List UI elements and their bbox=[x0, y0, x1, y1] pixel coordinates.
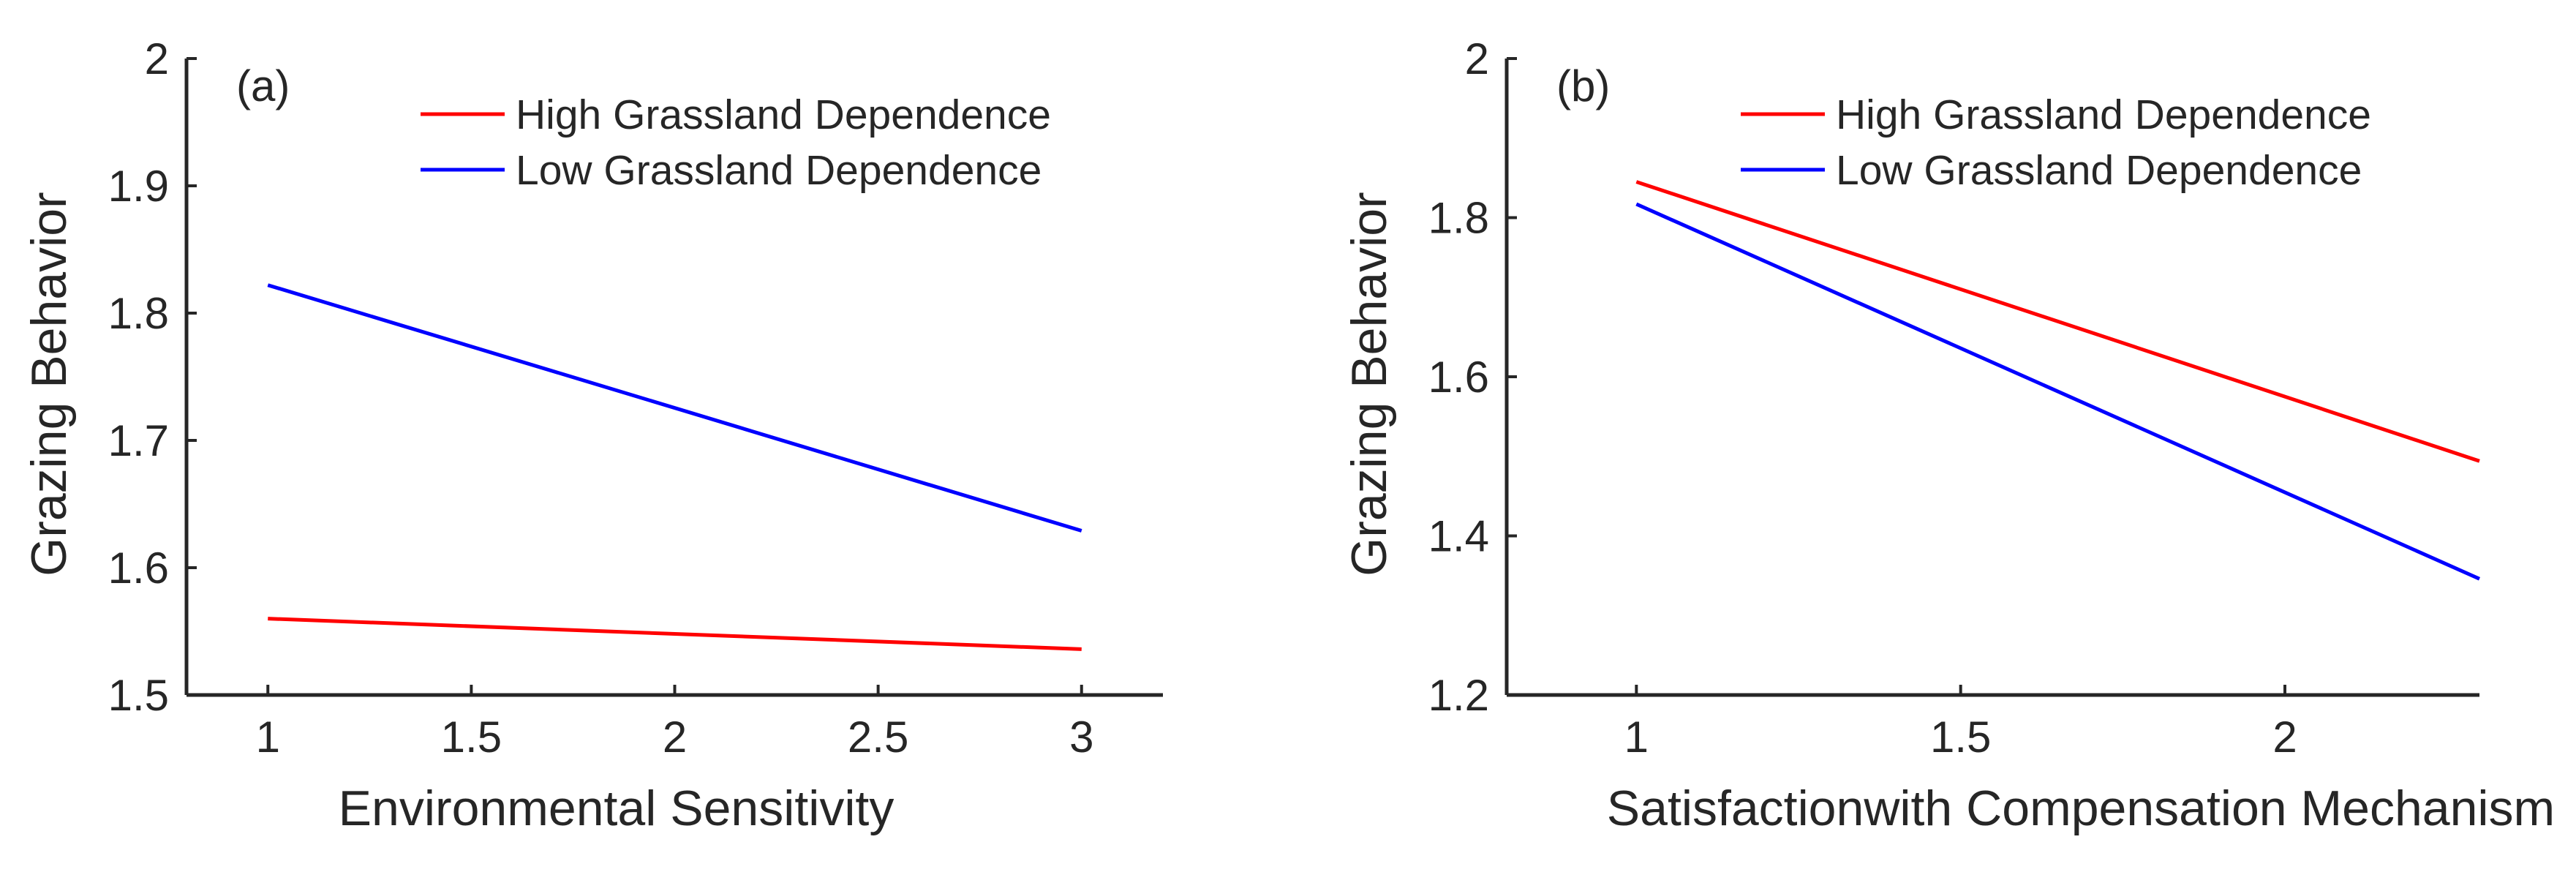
y-tick-label: 1.4 bbox=[1428, 512, 1489, 561]
x-tick-label: 1.5 bbox=[441, 713, 502, 762]
x-tick-label: 1 bbox=[256, 713, 280, 762]
legend-entry: High Grassland Dependence bbox=[1836, 91, 2371, 138]
x-axis-label: Satisfactionwith Compensation Mechanism bbox=[1607, 781, 2555, 836]
x-tick-label: 2 bbox=[2272, 713, 2297, 762]
y-tick-label: 1.5 bbox=[108, 671, 169, 720]
panel-label: (b) bbox=[1556, 61, 1610, 110]
y-axis-label: Grazing Behavior bbox=[1341, 192, 1397, 576]
legend-entry: High Grassland Dependence bbox=[516, 91, 1051, 138]
x-tick-label: 3 bbox=[1069, 713, 1093, 762]
y-tick-label: 2 bbox=[1465, 34, 1489, 83]
series-line-high bbox=[1635, 180, 2480, 463]
x-tick-label: 2.5 bbox=[848, 713, 908, 762]
y-tick-label: 1.9 bbox=[108, 162, 169, 211]
y-tick-label: 1.8 bbox=[108, 289, 169, 338]
x-tick-label: 1 bbox=[1624, 713, 1649, 762]
panel-label: (a) bbox=[236, 61, 290, 110]
y-tick-label: 2 bbox=[145, 34, 169, 83]
y-tick-label: 1.6 bbox=[108, 544, 169, 593]
y-tick-label: 1.8 bbox=[1428, 194, 1489, 243]
series-line-low bbox=[267, 283, 1082, 533]
y-tick-label: 1.2 bbox=[1428, 671, 1489, 720]
x-tick-label: 2 bbox=[663, 713, 687, 762]
y-axis-label: Grazing Behavior bbox=[21, 192, 77, 576]
y-tick-label: 1.7 bbox=[108, 416, 169, 465]
legend-entry: Low Grassland Dependence bbox=[516, 147, 1042, 194]
legend-entry: Low Grassland Dependence bbox=[1836, 147, 2362, 194]
x-tick-label: 1.5 bbox=[1930, 713, 1991, 762]
series-line-high bbox=[268, 617, 1082, 651]
series-line-low bbox=[1635, 202, 2481, 581]
x-axis-label: Environmental Sensitivity bbox=[339, 781, 895, 836]
panel-a: 1 1.5 2 2.5 3 1.5 1.6 1.7 1.8 1.9 2 Environmental S… bbox=[21, 34, 1163, 836]
y-tick-label: 1.6 bbox=[1428, 353, 1489, 402]
